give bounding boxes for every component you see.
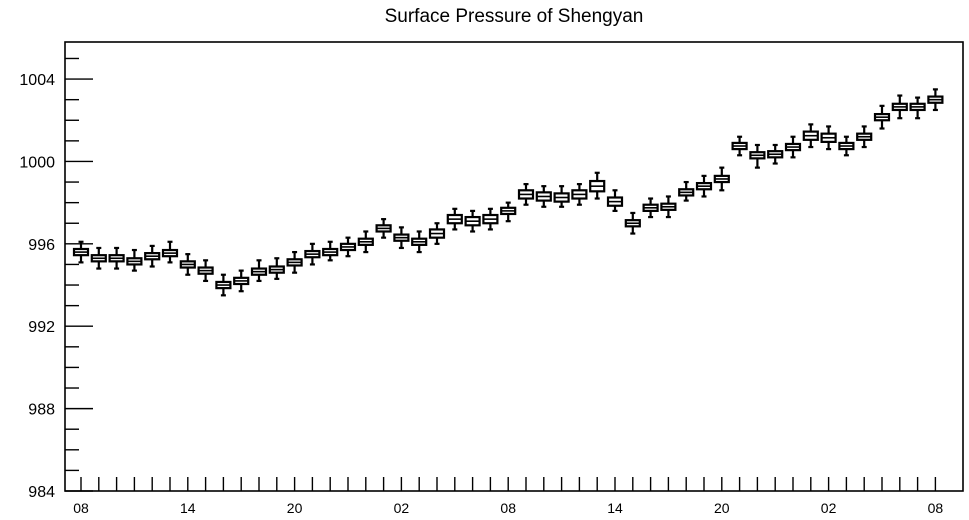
box-item <box>873 104 891 130</box>
box-item <box>856 125 873 149</box>
box-item <box>72 240 90 264</box>
box-item <box>624 211 641 235</box>
box-item <box>197 259 214 283</box>
box-item <box>393 226 410 250</box>
box-item <box>820 125 837 151</box>
box-item <box>749 143 766 169</box>
plot-frame <box>64 41 964 492</box>
box-item <box>767 143 784 165</box>
box-item <box>108 246 125 270</box>
y-tick-label: 1000 <box>19 154 55 171</box>
box-item <box>126 248 143 272</box>
box-item <box>90 246 107 270</box>
box-item <box>606 189 624 212</box>
x-tick-label: 08 <box>928 500 944 516</box>
box-item <box>838 135 855 157</box>
y-tick-label: 996 <box>28 237 55 254</box>
x-tick-label: 02 <box>394 500 410 516</box>
box-item <box>428 222 446 245</box>
box-item <box>660 195 677 219</box>
box-series <box>72 88 944 297</box>
box-item <box>909 96 926 120</box>
x-tick-label: 02 <box>821 500 837 516</box>
box-item <box>464 209 481 233</box>
chart-title: Surface Pressure of Shengyan <box>385 6 644 27</box>
box-item <box>517 183 535 206</box>
x-tick-label: 08 <box>73 500 89 516</box>
box-item <box>233 269 250 293</box>
x-tick-label: 14 <box>180 500 196 516</box>
y-axis: 1004 1000 996 992 988 984 <box>19 57 93 501</box>
box-item <box>411 230 428 254</box>
x-tick-label: 08 <box>500 500 516 516</box>
x-tick-label: 20 <box>714 500 730 516</box>
x-tick-label: 20 <box>287 500 303 516</box>
box-item <box>161 240 179 264</box>
box-item <box>215 273 232 297</box>
box-item <box>250 259 268 283</box>
box-item <box>339 236 357 258</box>
box-item <box>891 94 908 120</box>
box-item <box>553 185 570 208</box>
box-item <box>286 250 303 274</box>
box-item <box>589 171 606 200</box>
box-item <box>446 207 463 231</box>
box-item <box>535 185 552 208</box>
box-item <box>642 197 659 219</box>
box-item <box>927 88 944 112</box>
box-item <box>304 242 321 266</box>
box-item <box>802 123 819 149</box>
y-tick-label: 992 <box>28 319 55 336</box>
box-item <box>500 201 517 223</box>
y-tick-label: 1004 <box>19 72 55 89</box>
x-axis: 08 14 20 02 08 14 20 02 08 <box>73 477 943 516</box>
box-item <box>678 180 695 202</box>
box-item <box>268 257 285 280</box>
y-tick-label: 984 <box>28 484 55 501</box>
box-item <box>357 230 374 254</box>
box-item <box>375 218 392 239</box>
box-item <box>482 207 499 231</box>
x-tick-label: 14 <box>607 500 623 516</box>
box-item <box>695 174 713 198</box>
box-item <box>571 183 588 206</box>
box-item <box>144 244 161 268</box>
box-item <box>322 240 339 262</box>
box-item <box>713 166 730 192</box>
box-item <box>731 135 748 157</box>
box-item <box>179 253 196 276</box>
y-tick-label: 988 <box>28 402 55 419</box>
box-item <box>784 135 802 159</box>
